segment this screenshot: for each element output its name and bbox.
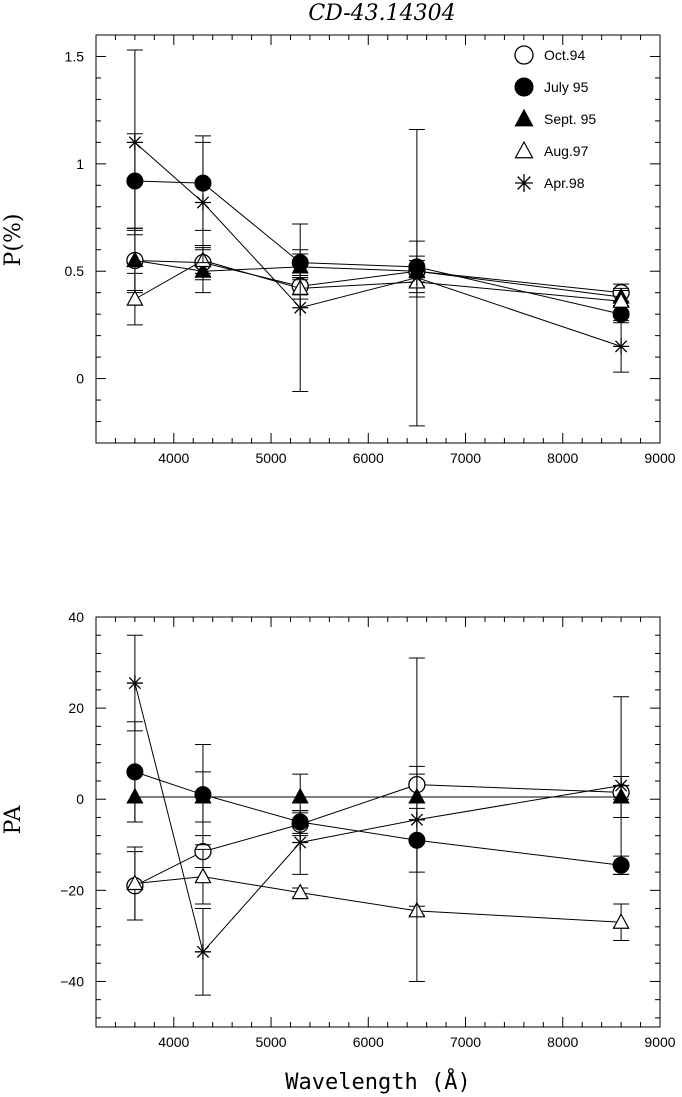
data-point [613, 338, 630, 355]
data-point [194, 943, 211, 960]
legend: Oct.94 July 95 Sept. 95 Aug.97 Apr.98 [514, 45, 596, 192]
series-apr-98 [126, 634, 630, 996]
y-tick-label: 40 [68, 609, 84, 625]
series-aug-97 [126, 846, 630, 941]
data-point [291, 787, 309, 804]
data-point [126, 251, 144, 268]
x-tick-label: 8000 [547, 1034, 578, 1050]
y-tick-label: 0 [76, 791, 84, 807]
legend-label: Aug.97 [544, 143, 589, 159]
series-aug-97 [126, 247, 630, 326]
data-point [126, 289, 144, 306]
series-apr-98 [126, 49, 630, 427]
legend-label: Sept. 95 [544, 111, 596, 127]
legend-marker [514, 140, 534, 159]
data-point [126, 874, 144, 891]
series-line [134, 682, 622, 953]
data-point [292, 299, 309, 316]
data-point [408, 269, 425, 286]
x-tick-label: 9000 [644, 450, 675, 466]
data-point [194, 787, 212, 804]
plot-frame [95, 616, 661, 1028]
position-angle-panel: 4000 5000 6000 7000 8000 9000 −40 −20 0 20 40 PA Wav… [1, 609, 676, 1095]
y-axis-label: PA [1, 805, 26, 835]
legend-marker [514, 108, 534, 127]
legend-marker [514, 77, 534, 97]
data-point [613, 777, 630, 794]
data-point [612, 292, 630, 308]
x-tick-label: 4000 [158, 450, 189, 466]
legend-label: Oct.94 [544, 47, 585, 63]
x-tick-label: 8000 [547, 450, 578, 466]
x-tick-label: 5000 [255, 450, 286, 466]
data-point [126, 134, 143, 151]
data-point [126, 787, 144, 804]
y-tick-label: −20 [60, 882, 84, 898]
x-tick-label: 9000 [644, 1034, 675, 1050]
x-tick-label: 4000 [158, 1034, 189, 1050]
data-point [126, 675, 143, 692]
x-tick-label: 7000 [450, 1034, 481, 1050]
x-tick-label: 7000 [450, 450, 481, 466]
y-tick-label: 1 [76, 156, 84, 172]
series-line [134, 876, 622, 923]
series-sept-95 [126, 229, 630, 307]
y-tick-label: 1.5 [65, 48, 85, 64]
legend-label: July 95 [544, 79, 589, 95]
x-tick-label: 5000 [255, 1034, 286, 1050]
data-point [612, 912, 630, 929]
x-axis-label: Wavelength (Å) [285, 1068, 470, 1095]
x-tick-label: 6000 [353, 1034, 384, 1050]
data-point [292, 834, 309, 851]
y-tick-label: 20 [68, 700, 84, 716]
y-axis-label: P(%) [1, 214, 26, 267]
series-line [134, 141, 622, 347]
y-tick-label: 0 [76, 371, 84, 387]
polarization-panel: 4000 5000 6000 7000 8000 9000 0 0.5 1 1.5 P(%) Oct.… [1, 34, 676, 466]
y-tick-label: 0.5 [65, 263, 85, 279]
data-point [408, 811, 425, 828]
legend-marker [515, 174, 533, 192]
data-point [194, 867, 212, 884]
y-tick-label: −40 [60, 973, 84, 989]
plot-frame [95, 34, 661, 444]
data-point [291, 883, 309, 900]
legend-marker [514, 45, 534, 65]
figure-title: CD-43.14304 [308, 1, 455, 26]
legend-label: Apr.98 [544, 175, 585, 191]
x-tick-label: 6000 [353, 450, 384, 466]
data-point [194, 194, 211, 211]
